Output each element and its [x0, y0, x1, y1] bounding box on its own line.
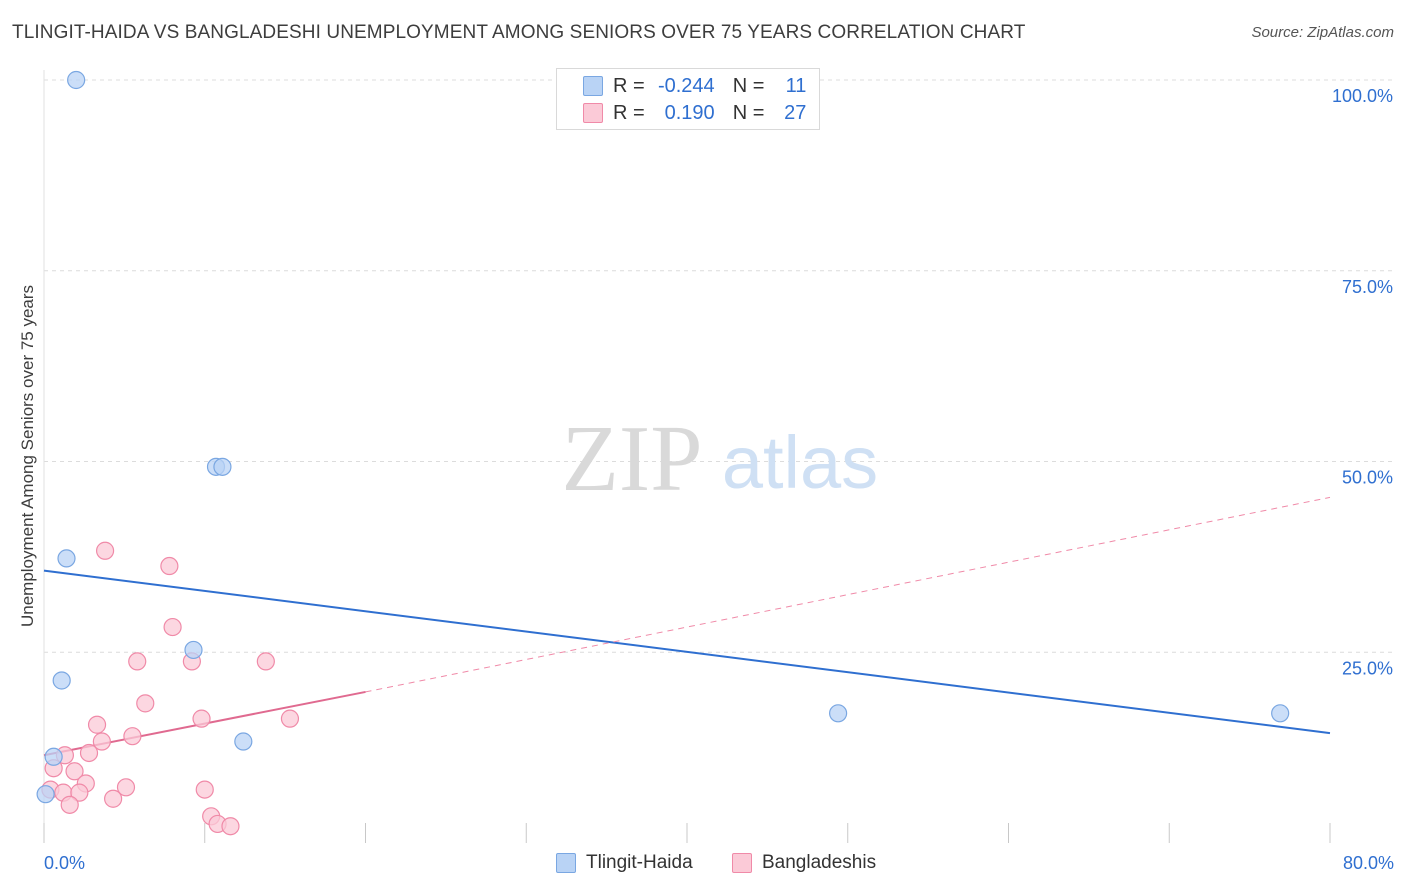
watermark: ZIP atlas [562, 407, 879, 511]
point-tlingit-haida [213, 457, 232, 476]
point-bangladeshis [60, 795, 79, 814]
point-tlingit-haida [67, 70, 86, 90]
y-tick-label: 25.0% [1342, 658, 1393, 678]
point-bangladeshis [256, 652, 275, 671]
point-bangladeshis [87, 715, 107, 734]
grid-layer [43, 70, 1392, 843]
legend-label: Bangladeshis [762, 852, 877, 873]
watermark-zip: ZIP [562, 407, 703, 511]
point-bangladeshis [163, 617, 182, 637]
x-tick-label-max: 80.0% [1342, 853, 1394, 873]
legend-item-bangladeshis[interactable]: Bangladeshis [732, 852, 876, 874]
legend-swatch-blue [556, 853, 576, 873]
point-tlingit-haida [184, 640, 203, 660]
point-tlingit-haida [44, 747, 63, 766]
point-bangladeshis [65, 762, 84, 781]
point-bangladeshis [92, 732, 111, 751]
point-bangladeshis [136, 694, 155, 713]
point-layer [36, 70, 1290, 836]
trend-line-tlingit-haida [43, 569, 1331, 735]
legend-swatch-pink [732, 853, 752, 873]
legend-r-value: 0.190 [664, 101, 715, 124]
source-label: Source: ZipAtlas.com [1251, 24, 1394, 41]
point-tlingit-haida [52, 671, 71, 690]
legend-swatch-pink [583, 103, 603, 123]
point-bangladeshis [70, 783, 89, 802]
legend-swatch-blue [583, 76, 603, 96]
point-bangladeshis [123, 727, 142, 746]
point-bangladeshis [95, 541, 115, 560]
point-bangladeshis [195, 780, 214, 799]
point-bangladeshis [128, 652, 147, 671]
point-bangladeshis [280, 709, 300, 728]
y-tick-labels: 25.0% 50.0% 75.0% 100.0% [1332, 86, 1393, 678]
legend-r-label: R = [613, 74, 645, 97]
legend-r-label: R = [613, 101, 645, 124]
y-axis-label: Unemployment Among Seniors over 75 years [18, 284, 37, 628]
y-tick-label: 75.0% [1342, 277, 1393, 297]
legend-n-label: N = [732, 101, 765, 124]
y-tick-label: 100.0% [1332, 86, 1393, 106]
point-tlingit-haida [36, 785, 55, 804]
x-tick-label-min: 0.0% [44, 853, 86, 873]
point-bangladeshis [79, 743, 99, 763]
legend-r-value: -0.244 [657, 74, 715, 97]
point-bangladeshis [104, 789, 123, 808]
legend-n-label: N = [732, 74, 765, 97]
point-bangladeshis [116, 778, 136, 797]
point-bangladeshis [192, 709, 211, 728]
legend-n-value: 11 [785, 74, 807, 97]
point-tlingit-haida [1271, 704, 1290, 723]
point-tlingit-haida [234, 732, 253, 751]
point-bangladeshis [221, 817, 240, 836]
legend-item-tlingit-haida[interactable]: Tlingit-Haida [556, 852, 693, 874]
point-tlingit-haida [829, 704, 848, 723]
trend-line-bangladeshis-extension [365, 496, 1331, 693]
legend-row-bangladeshi: R = 0.190 N = 27 [557, 100, 806, 126]
trend-layer [43, 496, 1331, 757]
legend-label: Tlingit-Haida [586, 852, 693, 873]
y-tick-label: 50.0% [1342, 468, 1393, 488]
watermark-atlas: atlas [722, 421, 878, 504]
legend-n-value: 27 [784, 101, 807, 124]
correlation-legend: R = -0.244 N = 11 R = 0.190 N = 27 [556, 68, 820, 130]
series-legend: Tlingit-Haida Bangladeshis [0, 852, 1406, 878]
point-tlingit-haida [57, 549, 76, 568]
point-bangladeshis [160, 556, 179, 576]
chart-title: TLINGIT-HAIDA VS BANGLADESHI UNEMPLOYMEN… [12, 22, 1026, 43]
legend-row-tlingit: R = -0.244 N = 11 [557, 73, 806, 99]
